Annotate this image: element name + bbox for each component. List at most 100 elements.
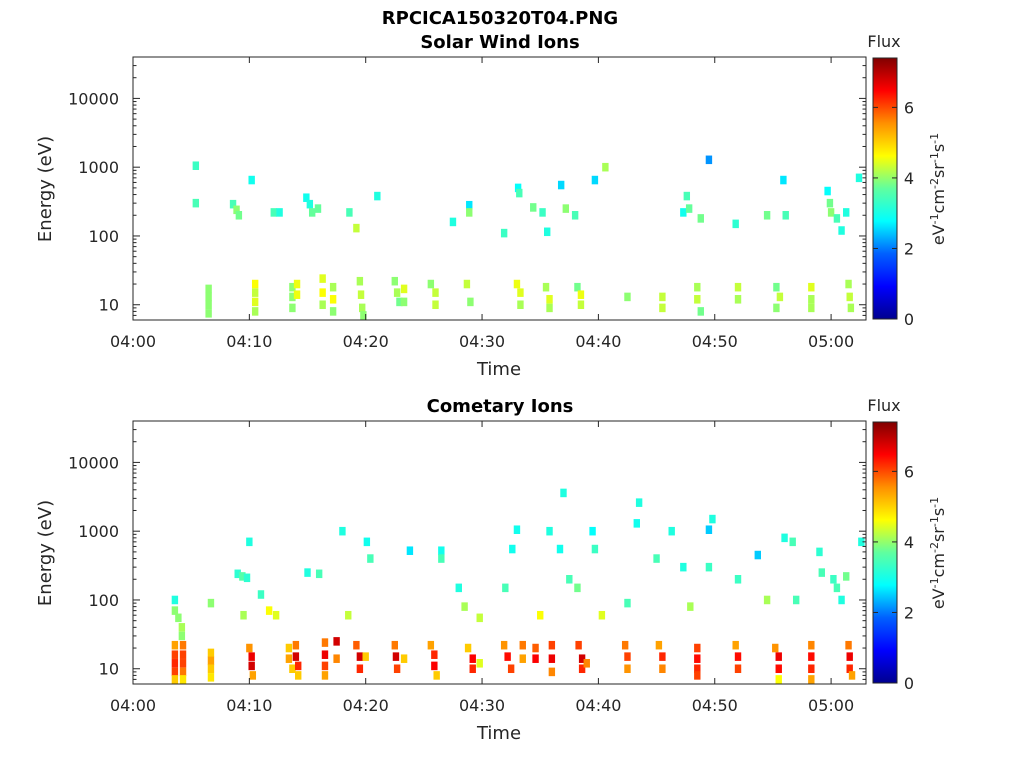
heatmap-cell (179, 675, 187, 684)
heatmap-cell (319, 274, 326, 283)
figure-title: RPCICA150320T04.PNG (382, 8, 618, 29)
heatmap-cell (285, 654, 293, 663)
heatmap-cell (192, 161, 200, 170)
heatmap-cell (171, 659, 179, 668)
heatmap-cell (624, 652, 631, 661)
heatmap-cell (818, 568, 825, 577)
heatmap-cell (577, 290, 585, 299)
y-tick-label: 10 (99, 660, 119, 679)
heatmap-cell (830, 575, 837, 584)
heatmap-cell (532, 643, 539, 653)
heatmap-cell (517, 288, 524, 297)
heatmap-cell (808, 295, 815, 304)
heatmap-cell (838, 226, 845, 235)
heatmap-cell (406, 546, 414, 555)
x-tick-label: 05:00 (808, 696, 854, 715)
y-tick-label: 100 (88, 591, 119, 610)
heatmap-cell (374, 191, 381, 201)
heatmap-cell (171, 595, 179, 605)
heatmap-cell (400, 297, 408, 307)
heatmap-cell (427, 279, 435, 289)
cells-layer (192, 155, 863, 320)
heatmap-cell (532, 654, 539, 663)
heatmap-cell (251, 288, 259, 297)
heatmap-cell (175, 613, 182, 623)
heatmap-cell (205, 309, 212, 318)
heatmap-cell (289, 303, 296, 313)
heatmap-cell (502, 583, 509, 593)
heatmap-cell (272, 610, 280, 620)
heatmap-cell (292, 652, 300, 661)
heatmap-cell (239, 572, 246, 581)
heatmap-cell (578, 654, 586, 663)
y-tick-label: 1000 (78, 522, 119, 541)
heatmap-cell (624, 598, 631, 608)
heatmap-cell (339, 526, 346, 536)
heatmap-cell (306, 199, 314, 209)
heatmap-cell (843, 572, 850, 581)
heatmap-cell (577, 300, 585, 310)
heatmap-cell (824, 186, 831, 196)
heatmap-cell (591, 175, 599, 185)
heatmap-cell (466, 200, 473, 210)
heatmap-cell (621, 640, 629, 650)
heatmap-cell (240, 610, 247, 620)
heatmap-cell (293, 279, 301, 289)
heatmap-cell (321, 638, 329, 647)
heatmap-cell (205, 284, 212, 294)
heatmap-cell (270, 208, 277, 217)
heatmap-cell (251, 279, 259, 289)
x-axis-label: Time (476, 359, 521, 380)
heatmap-cell (171, 675, 179, 684)
heatmap-cell (782, 211, 789, 220)
heatmap-cell (624, 664, 631, 674)
heatmap-cell (467, 297, 474, 307)
heatmap-cell (333, 637, 340, 646)
heatmap-cell (360, 311, 367, 320)
heatmap-cell (843, 208, 850, 217)
heatmap-cell (246, 643, 253, 653)
heatmap-cell (345, 610, 352, 620)
heatmap-cell (171, 667, 179, 677)
x-tick-label: 04:40 (575, 332, 621, 351)
heatmap-cell (171, 606, 179, 615)
heatmap-cell (393, 664, 401, 674)
heatmap-cell (257, 590, 265, 599)
heatmap-cell (574, 282, 581, 292)
heatmap-cell (845, 640, 852, 650)
heatmap-cell (179, 640, 187, 650)
y-tick-label: 10000 (68, 453, 119, 472)
heatmap-cell (754, 550, 761, 560)
heatmap-cell (537, 610, 544, 620)
x-tick-label: 05:00 (808, 332, 854, 351)
heatmap-cell (548, 667, 556, 677)
heatmap-cell (602, 162, 609, 172)
heatmap-cell (578, 664, 586, 674)
colorbar-title: Flux (867, 396, 900, 415)
heatmap-cell (846, 664, 853, 674)
heatmap-cell (808, 282, 815, 292)
heatmap-cell (304, 568, 311, 577)
heatmap-cell (396, 297, 403, 307)
heatmap-cell (562, 204, 570, 213)
heatmap-cell (694, 643, 701, 653)
heatmap-cell (303, 193, 310, 202)
heatmap-cell (507, 664, 515, 674)
heatmap-cell (179, 667, 187, 677)
heatmap-cell (780, 175, 787, 185)
heatmap-cell (248, 652, 255, 661)
colorbar-units: eV-1cm-2sr-1s-1 (928, 497, 949, 609)
heatmap-cell (179, 659, 187, 668)
heatmap-cell (773, 282, 780, 292)
heatmap-cell (816, 547, 823, 557)
heatmap-cell (431, 650, 438, 659)
heatmap-cell (687, 602, 694, 611)
heatmap-cell (539, 208, 546, 217)
heatmap-cell (583, 659, 590, 668)
heatmap-cell (314, 204, 322, 213)
heatmap-cell (359, 303, 366, 313)
heatmap-cell (705, 525, 713, 534)
heatmap-cell (207, 673, 215, 682)
heatmap-cell (697, 214, 704, 223)
heatmap-cell (356, 664, 364, 674)
